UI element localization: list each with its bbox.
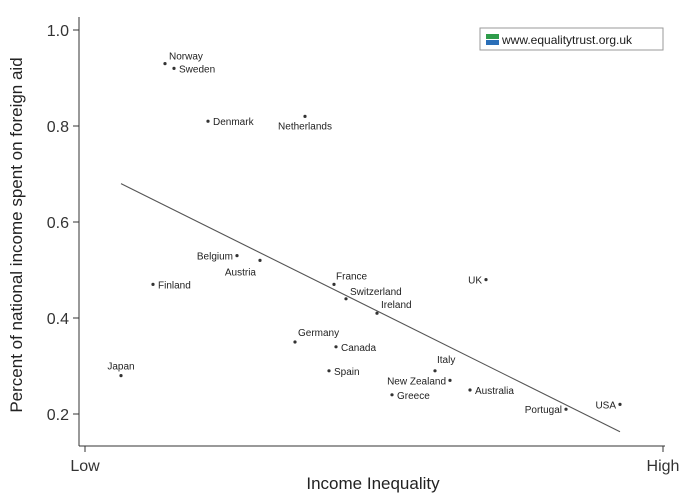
point-label-italy: Italy <box>437 355 455 366</box>
y-tick-label: 0.2 <box>47 407 69 424</box>
logo-bottom-icon <box>486 40 499 45</box>
point-portugal <box>564 407 568 411</box>
axis-ticks: 0.2 0.4 0.6 0.8 1.0 <box>47 23 664 452</box>
point-label-japan: Japan <box>107 362 134 373</box>
point-label-norway: Norway <box>169 52 203 63</box>
y-tick-label: 0.6 <box>47 215 69 232</box>
point-finland <box>151 282 155 286</box>
point-label-austria: Austria <box>225 267 257 278</box>
trend-line-path <box>120 183 621 433</box>
point-denmark <box>206 119 210 123</box>
point-label-ireland: Ireland <box>381 300 412 311</box>
point-label-netherlands: Netherlands <box>278 121 332 132</box>
point-norway <box>163 62 167 66</box>
point-belgium <box>235 254 239 258</box>
point-label-new-zealand: New Zealand <box>387 376 446 387</box>
point-greece <box>390 393 394 397</box>
y-tick-label: 0.8 <box>47 119 69 136</box>
point-label-germany: Germany <box>298 328 339 339</box>
point-australia <box>468 388 472 392</box>
point-label-canada: Canada <box>341 343 376 354</box>
point-label-belgium: Belgium <box>197 252 233 263</box>
point-switzerland <box>344 297 348 301</box>
point-label-france: France <box>336 271 368 282</box>
point-label-denmark: Denmark <box>213 117 255 128</box>
x-tick-high: High <box>647 458 680 475</box>
watermark-text: www.equalitytrust.org.uk <box>501 33 633 47</box>
point-germany <box>293 340 297 344</box>
point-ireland <box>375 311 379 315</box>
point-label-portugal: Portugal <box>525 405 562 416</box>
y-tick-label: 0.4 <box>47 311 69 328</box>
point-italy <box>433 369 437 373</box>
logo-top-icon <box>486 34 499 39</box>
point-uk <box>484 278 488 282</box>
point-spain <box>327 369 331 373</box>
point-label-spain: Spain <box>334 367 360 378</box>
point-label-sweden: Sweden <box>179 64 215 75</box>
point-canada <box>334 345 338 349</box>
plot-frame <box>78 17 665 447</box>
point-label-greece: Greece <box>397 391 430 402</box>
point-usa <box>618 402 622 406</box>
point-japan <box>119 374 123 378</box>
x-axis-title: Income Inequality <box>306 474 440 493</box>
trend-line <box>120 183 621 433</box>
point-netherlands <box>303 114 307 118</box>
point-new-zealand <box>448 378 452 382</box>
point-label-switzerland: Switzerland <box>350 287 402 298</box>
point-label-uk: UK <box>468 276 482 287</box>
point-label-finland: Finland <box>158 280 191 291</box>
point-france <box>332 282 336 286</box>
point-label-australia: Australia <box>475 386 514 397</box>
y-tick-label: 1.0 <box>47 23 69 40</box>
watermark-badge: www.equalitytrust.org.uk <box>479 27 664 51</box>
y-axis-title: Percent of national income spent on fore… <box>7 57 26 412</box>
point-sweden <box>172 66 176 70</box>
point-austria <box>258 258 262 262</box>
x-tick-low: Low <box>70 458 100 475</box>
point-label-usa: USA <box>595 400 616 411</box>
watermark-box <box>479 27 664 51</box>
